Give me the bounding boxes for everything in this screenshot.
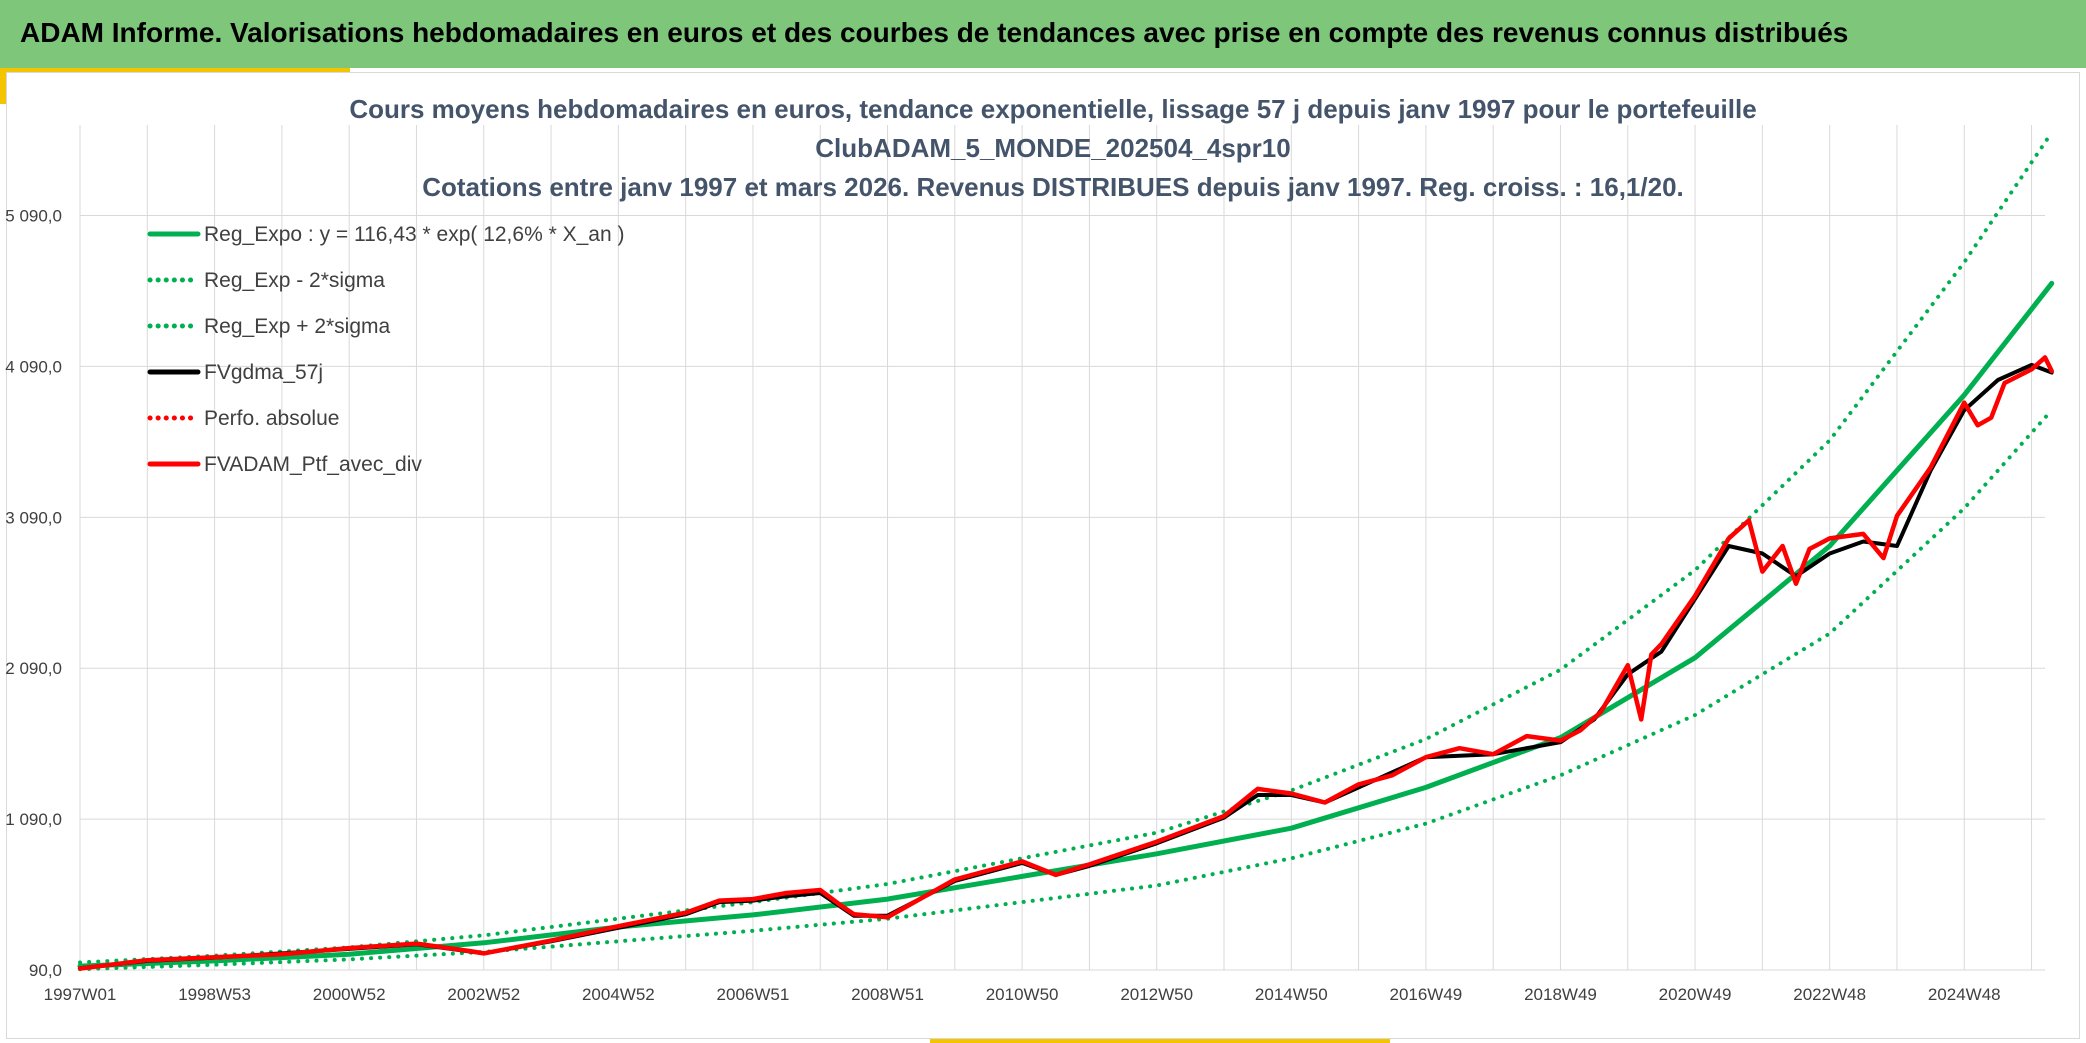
y-tick-label: 5 090,0 bbox=[5, 207, 62, 226]
series-lines bbox=[77, 130, 2055, 972]
accent-bar-left bbox=[0, 68, 6, 104]
x-tick-label: 2002W52 bbox=[447, 985, 520, 1004]
legend-label: FVADAM_Ptf_avec_div bbox=[204, 453, 422, 476]
y-tick-label: 4 090,0 bbox=[5, 357, 62, 376]
y-tick-label: 2 090,0 bbox=[5, 659, 62, 678]
x-tick-label: 2024W48 bbox=[1928, 985, 2001, 1004]
header-title: ADAM Informe. Valorisations hebdomadaire… bbox=[20, 17, 1849, 48]
y-tick-label: 3 090,0 bbox=[5, 508, 62, 527]
y-tick-label: 90,0 bbox=[29, 961, 62, 980]
legend: Reg_Expo : y = 116,43 * exp( 12,6% * X_a… bbox=[147, 223, 624, 476]
legend-label: Reg_Expo : y = 116,43 * exp( 12,6% * X_a… bbox=[204, 223, 624, 246]
x-tick-label: 1997W01 bbox=[44, 985, 117, 1004]
series-line-2 bbox=[78, 130, 2054, 965]
chart-title-line-2: ClubADAM_5_MONDE_202504_4spr10 bbox=[815, 133, 1290, 163]
legend-label: FVgdma_57j bbox=[204, 361, 323, 384]
legend-label: Reg_Exp + 2*sigma bbox=[204, 315, 391, 338]
series-line-1 bbox=[78, 408, 2054, 972]
header-bar: ADAM Informe. Valorisations hebdomadaire… bbox=[0, 0, 2086, 68]
x-tick-label: 2016W49 bbox=[1389, 985, 1462, 1004]
legend-label: Perfo. absolue bbox=[204, 407, 339, 430]
chart-title: Cours moyens hebdomadaires en euros, ten… bbox=[349, 94, 1756, 202]
x-tick-label: 2020W49 bbox=[1659, 985, 1732, 1004]
x-tick-label: 2008W51 bbox=[851, 985, 924, 1004]
series-line-4 bbox=[77, 355, 2054, 971]
x-tick-label: 2018W49 bbox=[1524, 985, 1597, 1004]
x-tick-label: 2006W51 bbox=[717, 985, 790, 1004]
x-tick-label: 1998W53 bbox=[178, 985, 251, 1004]
y-tick-label: 1 090,0 bbox=[5, 810, 62, 829]
x-tick-label: 2004W52 bbox=[582, 985, 655, 1004]
legend-label: Reg_Exp - 2*sigma bbox=[204, 269, 385, 292]
x-tick-label: 2012W50 bbox=[1120, 985, 1193, 1004]
accent-bar-top bbox=[0, 68, 350, 72]
chart-title-line-3: Cotations entre janv 1997 et mars 2026. … bbox=[422, 172, 1684, 202]
accent-bar-bottom bbox=[930, 1039, 1390, 1043]
series-line-0 bbox=[77, 280, 2055, 969]
grid bbox=[79, 125, 2045, 971]
x-tick-label: 2010W50 bbox=[986, 985, 1059, 1004]
x-tick-label: 2000W52 bbox=[313, 985, 386, 1004]
y-axis: 90,0 1 090,0 2 090,0 3 090,0 4 090,0 5 090,0 bbox=[5, 207, 62, 980]
x-axis: 1997W01 1998W53 2000W52 2002W52 2004W52 2006W… bbox=[44, 985, 2001, 1004]
x-tick-label: 2022W48 bbox=[1793, 985, 1866, 1004]
chart-title-line-1: Cours moyens hebdomadaires en euros, ten… bbox=[349, 94, 1756, 124]
chart-frame bbox=[6, 72, 2080, 1039]
x-tick-label: 2014W50 bbox=[1255, 985, 1328, 1004]
